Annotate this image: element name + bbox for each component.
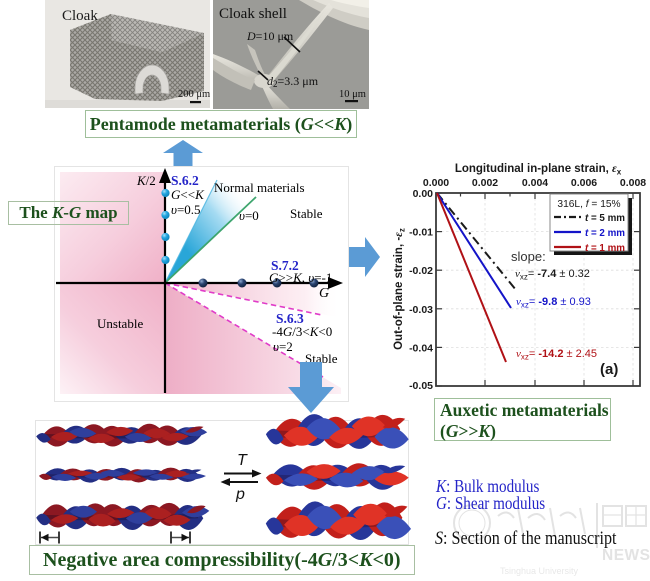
- svg-text:t = 1 mm: t = 1 mm: [585, 243, 625, 254]
- svg-text:-0.01: -0.01: [409, 227, 433, 239]
- svg-text:νxz= -9.8 ± 0.93: νxz= -9.8 ± 0.93: [516, 296, 591, 310]
- svg-text:Longitudinal in-plane strain,: Longitudinal in-plane strain, εx: [455, 163, 622, 177]
- svg-text:-0.03: -0.03: [409, 304, 433, 316]
- svg-text:t = 2 mm: t = 2 mm: [585, 228, 625, 239]
- svg-text:Out-of-plane strain, -εz: Out-of-plane strain, -εz: [393, 228, 407, 350]
- svg-text:νxz= -7.4 ± 0.32: νxz= -7.4 ± 0.32: [515, 268, 590, 282]
- svg-text:(a): (a): [600, 361, 618, 378]
- svg-text:Cloak shell: Cloak shell: [219, 6, 287, 22]
- svg-text:0.00: 0.00: [413, 188, 434, 200]
- svg-text:-0.05: -0.05: [409, 380, 433, 392]
- svg-text:D=10 μm: D=10 μm: [246, 29, 294, 43]
- svg-text:10 μm: 10 μm: [339, 89, 366, 100]
- svg-text:0.008: 0.008: [620, 177, 646, 189]
- svg-text:200 μm: 200 μm: [178, 89, 210, 100]
- svg-text:νxz= -14.2 ± 2.45: νxz= -14.2 ± 2.45: [516, 348, 597, 362]
- svg-text:316L, f = 15%: 316L, f = 15%: [557, 199, 620, 210]
- svg-text:d2=3.3 μm: d2=3.3 μm: [267, 74, 319, 89]
- svg-text:Cloak: Cloak: [62, 8, 98, 24]
- svg-text:Tsinghua University: Tsinghua University: [500, 566, 579, 576]
- svg-text:slope:: slope:: [511, 249, 546, 264]
- svg-text:p: p: [235, 486, 245, 502]
- svg-text:0.006: 0.006: [571, 177, 597, 189]
- svg-text:0.002: 0.002: [472, 177, 498, 189]
- svg-text:-0.04: -0.04: [409, 342, 433, 354]
- svg-text:0.000: 0.000: [423, 177, 449, 189]
- svg-text:NEWS: NEWS: [602, 547, 650, 564]
- svg-text:t = 5 mm: t = 5 mm: [585, 213, 625, 224]
- svg-text:-0.02: -0.02: [409, 265, 433, 277]
- svg-text:T: T: [237, 452, 248, 469]
- svg-text:0.004: 0.004: [522, 177, 548, 189]
